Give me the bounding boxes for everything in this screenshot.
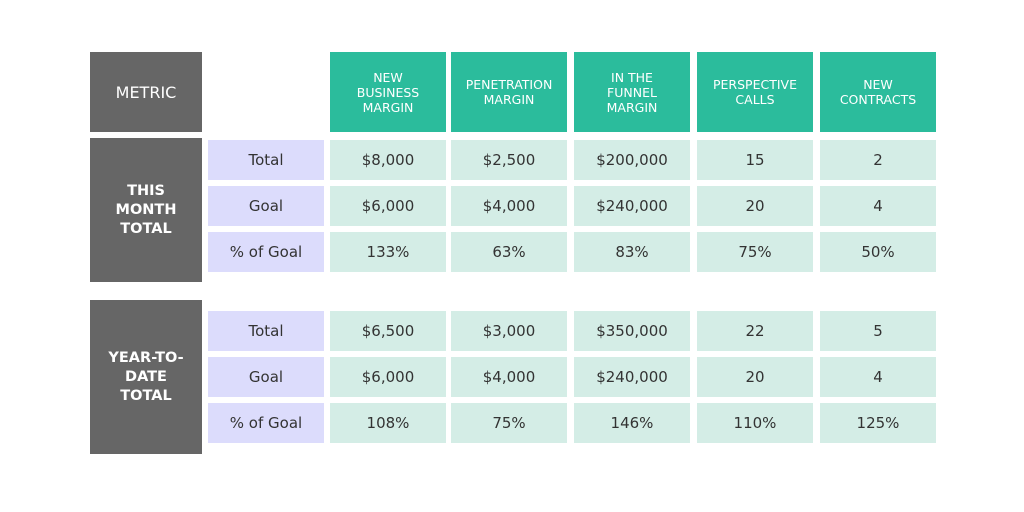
value-cell: 4	[820, 357, 936, 397]
value-cell: 75%	[451, 403, 567, 443]
column-header: IN THE FUNNEL MARGIN	[574, 52, 690, 132]
value-cell: 4	[820, 186, 936, 226]
group-label: THIS MONTH TOTAL	[90, 138, 202, 282]
value-cell: $6,000	[330, 186, 446, 226]
row-label: % of Goal	[208, 232, 324, 272]
value-cell: 22	[697, 311, 813, 351]
row-label: % of Goal	[208, 403, 324, 443]
value-cell: 50%	[820, 232, 936, 272]
column-header: PERSPECTIVE CALLS	[697, 52, 813, 132]
value-cell: $200,000	[574, 140, 690, 180]
value-cell: 2	[820, 140, 936, 180]
metric-header: METRIC	[90, 52, 202, 132]
value-cell: 63%	[451, 232, 567, 272]
value-cell: $4,000	[451, 357, 567, 397]
value-cell: 133%	[330, 232, 446, 272]
value-cell: 20	[697, 357, 813, 397]
value-cell: 75%	[697, 232, 813, 272]
value-cell: $3,000	[451, 311, 567, 351]
column-header: NEW CONTRACTS	[820, 52, 936, 132]
row-label: Goal	[208, 357, 324, 397]
value-cell: $240,000	[574, 186, 690, 226]
value-cell: $8,000	[330, 140, 446, 180]
row-label: Goal	[208, 186, 324, 226]
value-cell: $350,000	[574, 311, 690, 351]
value-cell: $240,000	[574, 357, 690, 397]
value-cell: 108%	[330, 403, 446, 443]
value-cell: 146%	[574, 403, 690, 443]
value-cell: 5	[820, 311, 936, 351]
value-cell: 15	[697, 140, 813, 180]
value-cell: 110%	[697, 403, 813, 443]
value-cell: $6,500	[330, 311, 446, 351]
value-cell: 83%	[574, 232, 690, 272]
column-header: NEW BUSINESS MARGIN	[330, 52, 446, 132]
row-label: Total	[208, 311, 324, 351]
value-cell: 125%	[820, 403, 936, 443]
value-cell: 20	[697, 186, 813, 226]
value-cell: $2,500	[451, 140, 567, 180]
value-cell: $6,000	[330, 357, 446, 397]
group-label: YEAR-TO-DATE TOTAL	[90, 300, 202, 454]
column-header: PENETRATION MARGIN	[451, 52, 567, 132]
value-cell: $4,000	[451, 186, 567, 226]
row-label: Total	[208, 140, 324, 180]
